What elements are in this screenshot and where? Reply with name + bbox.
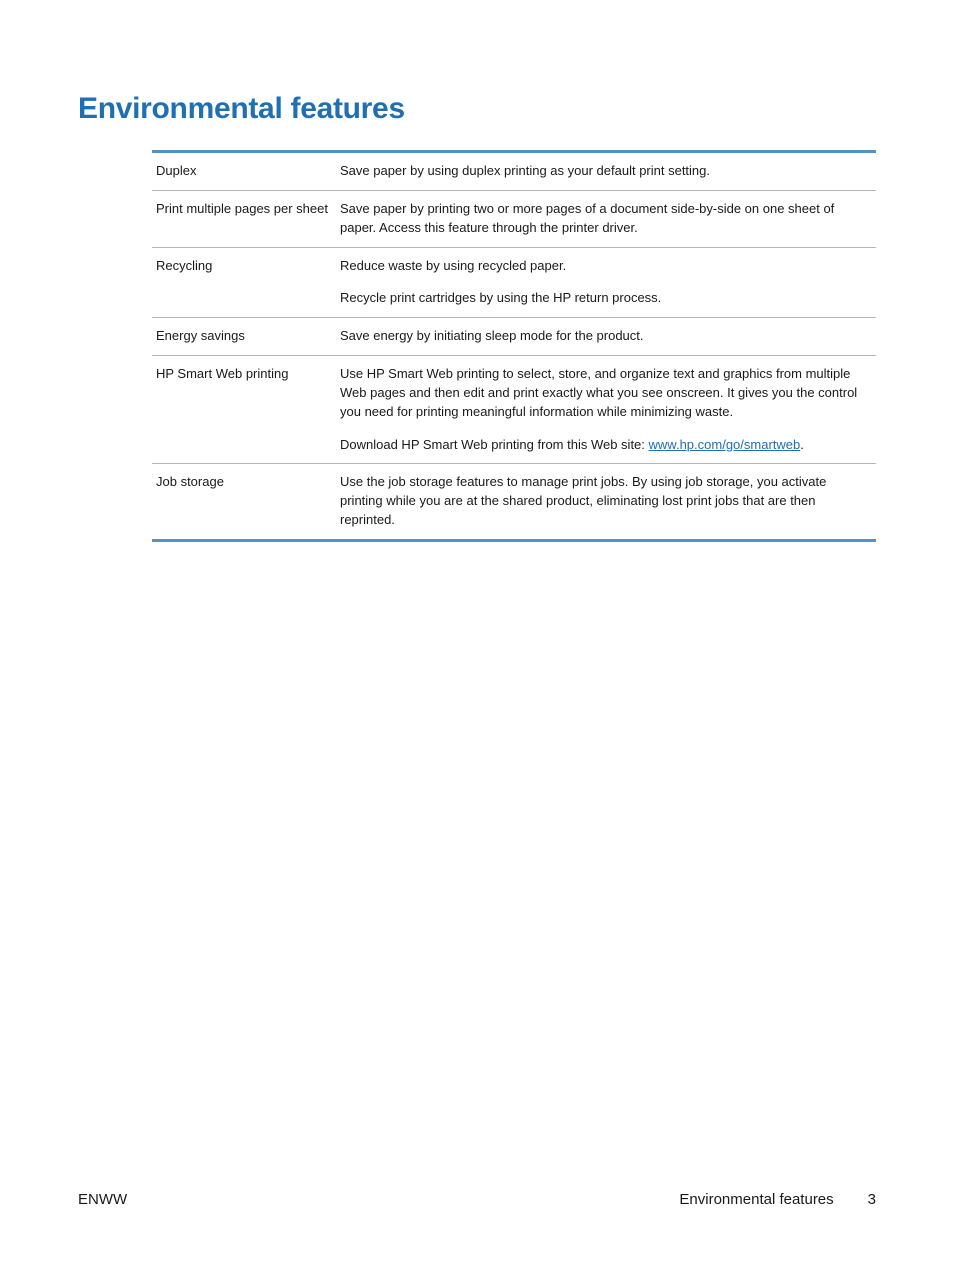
table-row: Energy savingsSave energy by initiating … [152, 318, 876, 356]
feature-label: Energy savings [152, 318, 336, 356]
feature-description: Save paper by printing two or more pages… [336, 190, 876, 247]
link-prefix-text: Download HP Smart Web printing from this… [340, 437, 649, 452]
page-heading: Environmental features [78, 92, 876, 126]
feature-description: Use the job storage features to manage p… [336, 464, 876, 541]
feature-label: Recycling [152, 247, 336, 318]
features-table-wrap: DuplexSave paper by using duplex printin… [152, 150, 876, 542]
feature-label: Job storage [152, 464, 336, 541]
feature-paragraph: Save paper by using duplex printing as y… [340, 162, 868, 181]
smartweb-link[interactable]: www.hp.com/go/smartweb [649, 437, 801, 452]
table-row: Job storageUse the job storage features … [152, 464, 876, 541]
feature-paragraph: Use the job storage features to manage p… [340, 473, 868, 530]
feature-paragraph: Save energy by initiating sleep mode for… [340, 327, 868, 346]
feature-paragraph: Use HP Smart Web printing to select, sto… [340, 365, 868, 422]
feature-paragraph: Recycle print cartridges by using the HP… [340, 289, 868, 308]
page-footer: ENWW Environmental features 3 [78, 1191, 876, 1208]
features-table: DuplexSave paper by using duplex printin… [152, 150, 876, 542]
table-row: HP Smart Web printingUse HP Smart Web pr… [152, 356, 876, 464]
feature-description: Save paper by using duplex printing as y… [336, 152, 876, 191]
footer-title: Environmental features [679, 1191, 833, 1208]
feature-description: Save energy by initiating sleep mode for… [336, 318, 876, 356]
table-row: DuplexSave paper by using duplex printin… [152, 152, 876, 191]
footer-page-number: 3 [868, 1191, 876, 1208]
feature-paragraph: Reduce waste by using recycled paper. [340, 257, 868, 276]
link-suffix-text: . [800, 437, 804, 452]
features-table-body: DuplexSave paper by using duplex printin… [152, 152, 876, 541]
feature-label: Print multiple pages per sheet [152, 190, 336, 247]
feature-paragraph-with-link: Download HP Smart Web printing from this… [340, 436, 868, 455]
feature-label: Duplex [152, 152, 336, 191]
footer-right: Environmental features 3 [679, 1191, 876, 1208]
feature-description: Use HP Smart Web printing to select, sto… [336, 356, 876, 464]
table-row: Print multiple pages per sheetSave paper… [152, 190, 876, 247]
feature-label: HP Smart Web printing [152, 356, 336, 464]
feature-paragraph: Save paper by printing two or more pages… [340, 200, 868, 238]
feature-description: Reduce waste by using recycled paper. Rec… [336, 247, 876, 318]
footer-left: ENWW [78, 1191, 127, 1208]
table-row: RecyclingReduce waste by using recycled … [152, 247, 876, 318]
page-content: Environmental features DuplexSave paper … [0, 0, 954, 542]
